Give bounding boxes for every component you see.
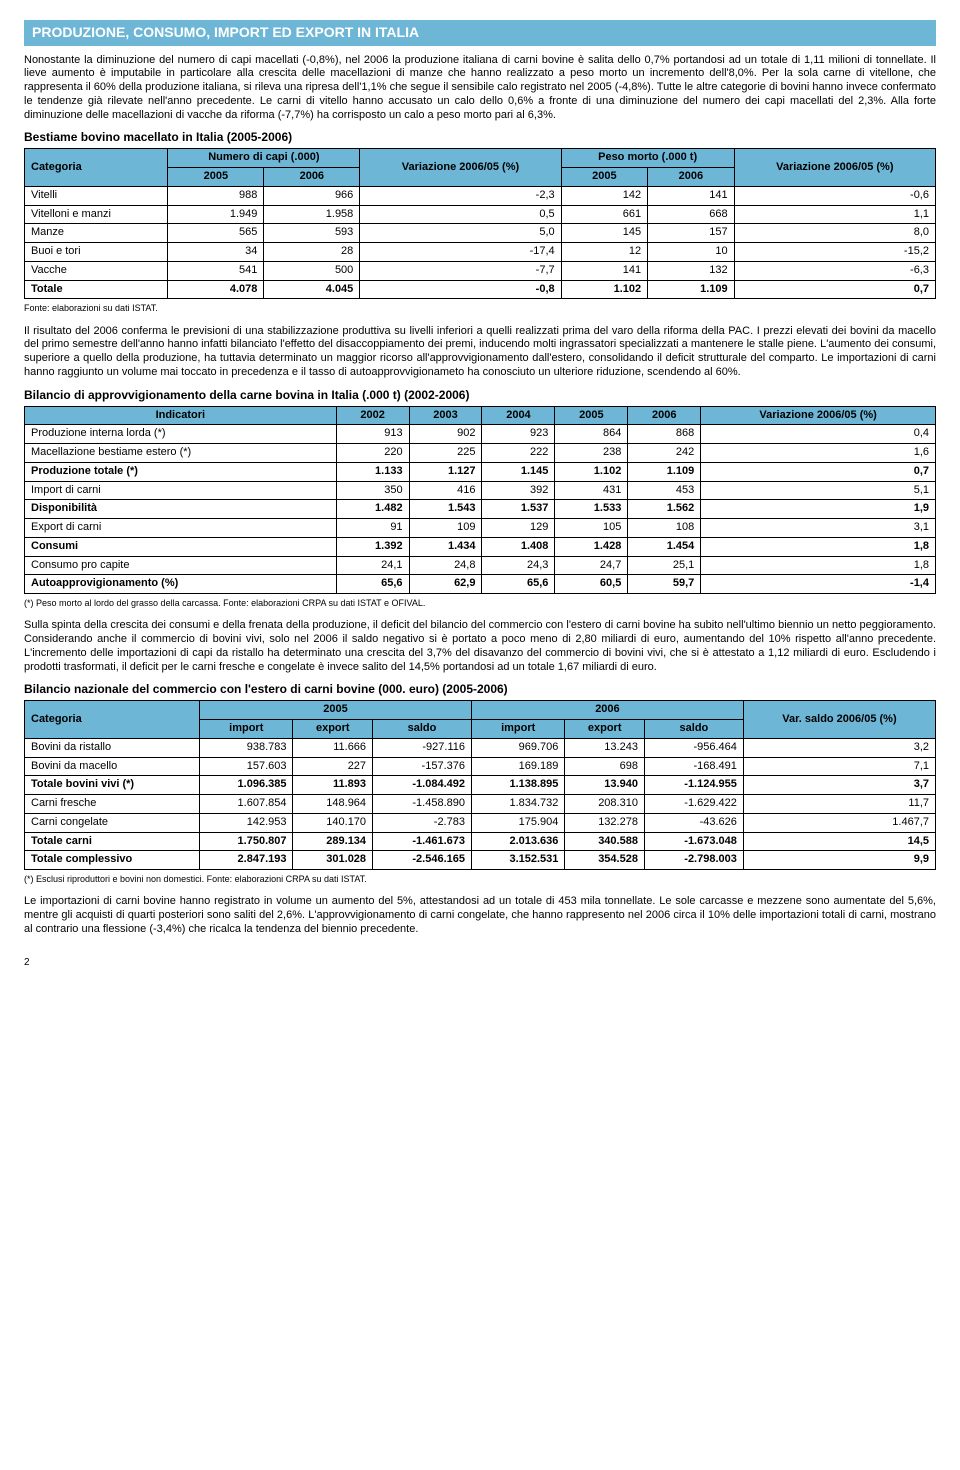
t2-h-2002: 2002 — [336, 406, 409, 425]
t1-h-peso: Peso morto (.000 t) — [561, 149, 734, 168]
table-row: Import di carni3504163924314535,1 — [25, 481, 936, 500]
para-2: Il risultato del 2006 conferma le previs… — [24, 325, 936, 380]
t3-h-imp6: import — [471, 720, 564, 739]
t3-h-cat: Categoria — [25, 701, 200, 739]
table-row: Carni fresche1.607.854148.964-1.458.8901… — [25, 795, 936, 814]
table-row: Bovini da macello157.603227-157.376169.1… — [25, 757, 936, 776]
t2-h-2004: 2004 — [482, 406, 555, 425]
t3-h-2005: 2005 — [200, 701, 472, 720]
t2-h-2003: 2003 — [409, 406, 482, 425]
t1-h-var1: Variazione 2006/05 (%) — [360, 149, 561, 187]
table3-title: Bilancio nazionale del commercio con l'e… — [24, 682, 936, 697]
t2-h-2005: 2005 — [555, 406, 628, 425]
table1-footnote: Fonte: elaborazioni su dati ISTAT. — [24, 303, 936, 314]
table3: Categoria 2005 2006 Var. saldo 2006/05 (… — [24, 700, 936, 870]
table-row: Vitelli988966-2,3142141-0,6 — [25, 186, 936, 205]
table-row: Manze5655935,01451578,0 — [25, 224, 936, 243]
table-row: Consumo pro capite24,124,824,324,725,11,… — [25, 556, 936, 575]
table-row: Buoi e tori3428-17,41210-15,2 — [25, 243, 936, 262]
table-row: Autoapprovigionamento (%)65,662,965,660,… — [25, 575, 936, 594]
t3-h-exp5: export — [293, 720, 373, 739]
t2-h-ind: Indicatori — [25, 406, 337, 425]
table2: Indicatori 2002 2003 2004 2005 2006 Vari… — [24, 406, 936, 595]
table-row: Macellazione bestiame estero (*)22022522… — [25, 444, 936, 463]
page-number: 2 — [24, 957, 936, 970]
para-1: Nonostante la diminuzione del numero di … — [24, 54, 936, 123]
table-row: Consumi1.3921.4341.4081.4281.4541,8 — [25, 537, 936, 556]
t1-h-p2006: 2006 — [648, 168, 734, 187]
table-row: Totale complessivo2.847.193301.028-2.546… — [25, 851, 936, 870]
table-row: Vitelloni e manzi1.9491.9580,56616681,1 — [25, 205, 936, 224]
table2-footnote: (*) Peso morto al lordo del grasso della… — [24, 598, 936, 609]
t2-h-2006: 2006 — [628, 406, 701, 425]
table2-title: Bilancio di approvvigionamento della car… — [24, 388, 936, 403]
table-row: Produzione totale (*)1.1331.1271.1451.10… — [25, 462, 936, 481]
t1-h-categoria: Categoria — [25, 149, 168, 187]
table-row: Vacche541500-7,7141132-6,3 — [25, 261, 936, 280]
table-row: Carni congelate142.953140.170-2.783175.9… — [25, 813, 936, 832]
t3-h-vs: Var. saldo 2006/05 (%) — [743, 701, 935, 739]
t3-h-imp5: import — [200, 720, 293, 739]
table1: Categoria Numero di capi (.000) Variazio… — [24, 148, 936, 299]
table3-footnote: (*) Esclusi riproduttori e bovini non do… — [24, 874, 936, 885]
table-row: Export di carni911091291051083,1 — [25, 519, 936, 538]
table-row: Totale bovini vivi (*)1.096.38511.893-1.… — [25, 776, 936, 795]
t1-h-p2005: 2005 — [561, 168, 647, 187]
t3-h-exp6: export — [565, 720, 645, 739]
table1-title: Bestiame bovino macellato in Italia (200… — [24, 130, 936, 145]
t1-h-numero: Numero di capi (.000) — [168, 149, 360, 168]
table-row: Produzione interna lorda (*)913902923864… — [25, 425, 936, 444]
t2-h-var: Variazione 2006/05 (%) — [701, 406, 936, 425]
t3-h-sal5: saldo — [373, 720, 472, 739]
table-row: Bovini da ristallo938.78311.666-927.1169… — [25, 738, 936, 757]
table-row: Totale carni1.750.807289.134-1.461.6732.… — [25, 832, 936, 851]
t1-h-n2005: 2005 — [168, 168, 264, 187]
t3-h-sal6: saldo — [644, 720, 743, 739]
table-row-total: Totale4.0784.045-0,81.1021.1090,7 — [25, 280, 936, 299]
t1-h-n2006: 2006 — [264, 168, 360, 187]
page-header: PRODUZIONE, CONSUMO, IMPORT ED EXPORT IN… — [24, 20, 936, 46]
para-3: Sulla spinta della crescita dei consumi … — [24, 619, 936, 674]
t1-h-var2: Variazione 2006/05 (%) — [734, 149, 935, 187]
table-row: Disponibilità1.4821.5431.5371.5331.5621,… — [25, 500, 936, 519]
t3-h-2006: 2006 — [471, 701, 743, 720]
para-4: Le importazioni di carni bovine hanno re… — [24, 895, 936, 936]
